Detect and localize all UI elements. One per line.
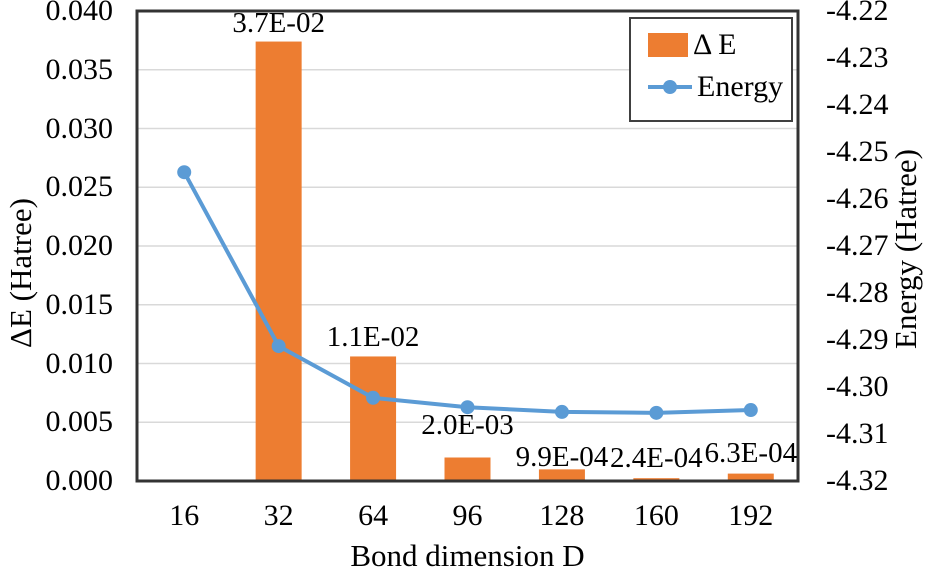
right-axis-tick-label: -4.30 bbox=[826, 370, 889, 403]
bar-value-label: 1.1E-02 bbox=[326, 321, 420, 354]
x-axis-tick-label: 32 bbox=[263, 499, 294, 532]
energy-marker bbox=[271, 339, 286, 354]
energy-marker bbox=[177, 165, 192, 180]
x-axis-tick-label: 64 bbox=[358, 499, 389, 532]
x-axis-tick-label: 160 bbox=[633, 499, 679, 532]
x-axis-tick-label: 128 bbox=[539, 499, 585, 532]
left-axis-tick-label: 0.010 bbox=[45, 346, 114, 380]
right-axis-tick-label: -4.23 bbox=[826, 41, 889, 74]
legend-item-energy: Energy bbox=[631, 70, 791, 104]
bar-delta-e bbox=[444, 457, 491, 481]
left-axis-tick-label: 0.000 bbox=[45, 464, 114, 497]
left-axis-tick-label: 0.035 bbox=[45, 52, 114, 86]
legend-label-delta-e: Δ E bbox=[693, 28, 737, 61]
energy-marker bbox=[460, 400, 475, 415]
right-axis-tick-label: -4.32 bbox=[826, 464, 889, 497]
left-axis-tick-label: 0.040 bbox=[45, 0, 114, 27]
right-axis-tick-label: -4.22 bbox=[826, 0, 889, 27]
right-axis-tick-label: -4.28 bbox=[826, 276, 889, 309]
bar-value-label: 2.0E-03 bbox=[421, 408, 514, 441]
left-axis-title: ΔE (Hatree) bbox=[3, 198, 38, 348]
right-axis-tick-label: -4.24 bbox=[826, 88, 889, 121]
legend-item-delta-e: Δ E bbox=[631, 28, 791, 62]
right-axis-tick-label: -4.26 bbox=[826, 182, 889, 215]
x-axis-tick-label: 192 bbox=[728, 499, 774, 532]
right-axis-tick-label: -4.25 bbox=[826, 135, 889, 168]
left-axis-tick-label: 0.025 bbox=[45, 170, 114, 204]
bar-delta-e bbox=[255, 41, 302, 482]
legend: Δ E Energy bbox=[629, 17, 793, 122]
x-axis-title: Bond dimension D bbox=[350, 538, 585, 571]
energy-marker bbox=[554, 404, 569, 419]
x-axis-tick-label: 96 bbox=[452, 499, 483, 532]
legend-label-energy: Energy bbox=[697, 70, 784, 103]
left-axis-tick-label: 0.005 bbox=[45, 405, 114, 439]
bar-value-label: 6.3E-04 bbox=[704, 436, 798, 469]
energy-marker bbox=[366, 390, 381, 405]
bar-delta-e bbox=[538, 469, 585, 481]
right-axis-tick-label: -4.29 bbox=[826, 323, 889, 356]
left-axis-tick-label: 0.020 bbox=[45, 229, 114, 262]
right-axis-title: Energy (Hatree) bbox=[888, 149, 923, 349]
energy-marker bbox=[649, 405, 664, 420]
x-axis-tick-label: 16 bbox=[169, 499, 200, 532]
bar-series-swatch bbox=[648, 33, 688, 57]
right-axis-tick-label: -4.31 bbox=[826, 417, 889, 450]
bar-delta-e bbox=[727, 473, 774, 481]
right-axis-tick-label: -4.27 bbox=[826, 229, 889, 262]
line-series-swatch bbox=[648, 75, 692, 99]
left-axis-tick-label: 0.015 bbox=[45, 287, 114, 321]
bar-value-label: 9.9E-04 bbox=[515, 441, 609, 474]
bar-value-label: 2.4E-04 bbox=[610, 442, 703, 475]
left-axis-tick-label: 0.030 bbox=[45, 111, 114, 145]
plot-border bbox=[135, 9, 800, 483]
bar-value-label: 3.7E-02 bbox=[232, 6, 325, 39]
line-swatch-marker-icon bbox=[663, 80, 677, 94]
bar-delta-e bbox=[350, 356, 397, 481]
energy-marker bbox=[743, 403, 758, 418]
